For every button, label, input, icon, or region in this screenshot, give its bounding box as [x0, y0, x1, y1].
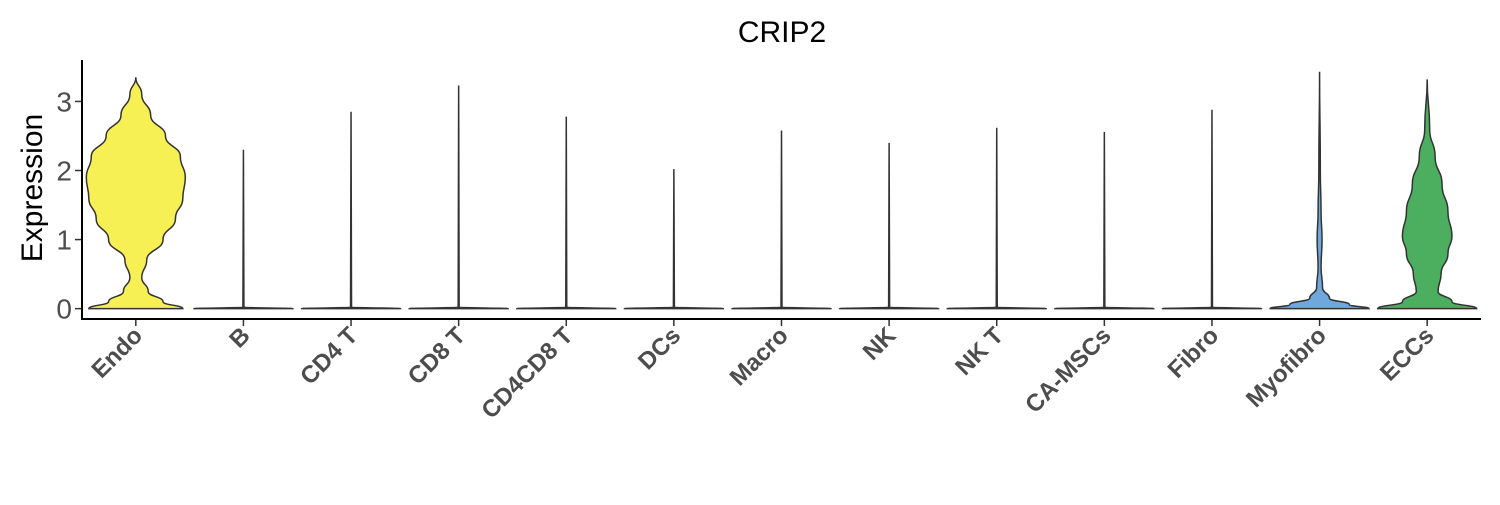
y-tick-label: 3 [56, 86, 72, 117]
x-tick-label: DCs [633, 322, 686, 375]
violin-myofibro [1269, 70, 1370, 310]
violin-dcs [623, 168, 725, 310]
violin-b [193, 149, 294, 310]
violin-cd4cd8-t [515, 115, 617, 310]
x-axis-ticks: Endo B CD4 T CD8 T CD4CD8 T DCs Macro NK NK T CA-… [87, 319, 1439, 424]
violin-nk [838, 142, 940, 310]
x-tick-label: Fibro [1163, 322, 1225, 384]
chart-title: CRIP2 [738, 16, 826, 49]
x-tick-label: B [224, 322, 255, 353]
violin-macro [731, 129, 832, 310]
violin-cd4-t [300, 110, 402, 310]
violin-ca-mscs [1054, 131, 1155, 310]
y-axis-ticks: 0 1 2 3 [56, 86, 82, 325]
violin-fibro [1161, 108, 1263, 310]
x-tick-label: Macro [725, 322, 794, 391]
x-tick-label: Endo [87, 322, 149, 384]
x-tick-label: CD8 T [403, 322, 471, 390]
x-tick-label: ECCs [1375, 322, 1439, 386]
x-tick-label: CA-MSCs [1020, 322, 1116, 418]
x-tick-label: Myofibro [1241, 322, 1332, 413]
violin-group [85, 70, 1478, 310]
y-tick-label: 1 [56, 225, 72, 256]
y-axis-label: Expression [16, 114, 49, 262]
violin-nk-t [946, 126, 1048, 310]
x-tick-label: NK [858, 322, 902, 366]
violin-cd8-t [408, 84, 509, 310]
x-tick-label: CD4 T [295, 322, 363, 390]
y-tick-label: 2 [56, 156, 72, 187]
violin-endo [85, 76, 187, 310]
y-tick-label: 0 [56, 294, 72, 325]
violin-eccs [1376, 78, 1478, 310]
x-tick-label: NK T [950, 322, 1009, 381]
x-tick-label: CD4CD8 T [476, 322, 578, 424]
